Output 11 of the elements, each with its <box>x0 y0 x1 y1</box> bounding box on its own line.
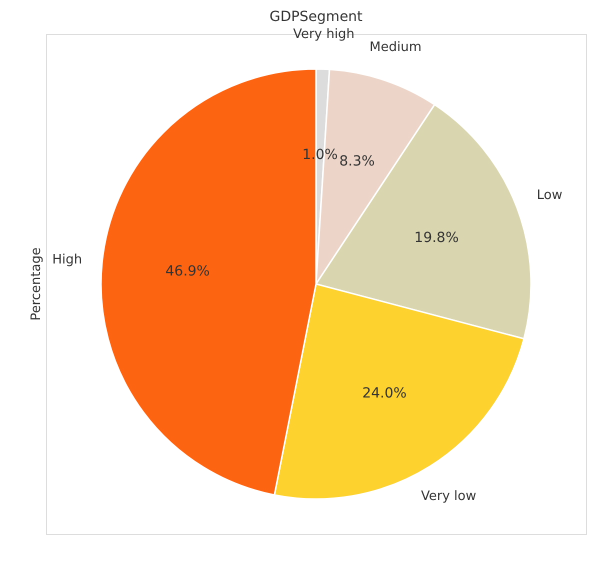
data-label: 19.8% <box>414 230 459 246</box>
slice-label: Very high <box>293 27 355 42</box>
slice-label: Very low <box>421 488 477 504</box>
slice-label: Low <box>536 188 563 203</box>
data-label: 8.3% <box>339 154 375 170</box>
slice-label: Medium <box>370 40 422 55</box>
data-label: 24.0% <box>362 385 407 402</box>
text: Percentage <box>29 247 44 321</box>
data-label: 46.9% <box>165 263 210 280</box>
chart-title: GDPSegment <box>269 9 364 26</box>
slice-label: High <box>52 252 82 268</box>
